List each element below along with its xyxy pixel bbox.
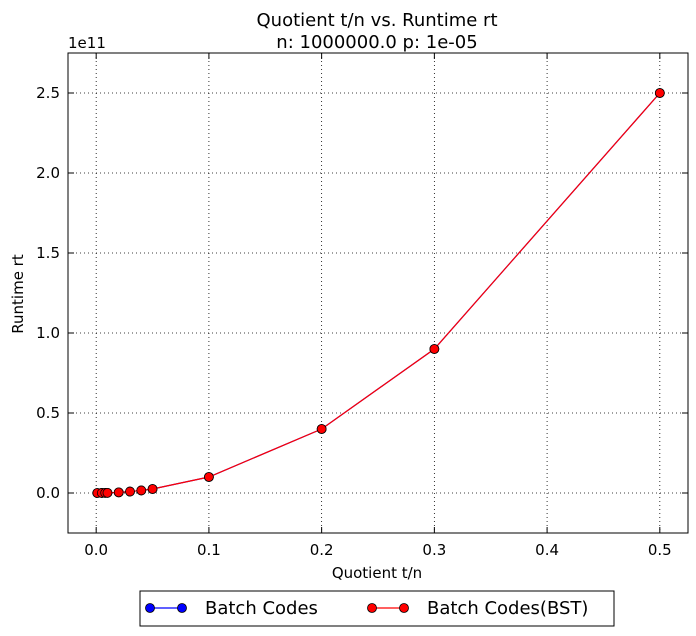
legend: Batch Codes Batch Codes(BST) [139, 590, 615, 627]
series-2-point [204, 472, 214, 482]
series-2-point [125, 486, 135, 497]
series-2-point [147, 484, 158, 494]
y-tick-label: 0.5 [36, 404, 60, 422]
series-2-point [316, 424, 327, 434]
x-tick-label: 0.5 [648, 541, 672, 559]
series-2-point [429, 344, 440, 354]
y-axis-label: Runtime rt [9, 254, 27, 334]
axes-frame [67, 52, 689, 534]
chart-subtitle: n: 1000000.0 p: 1e-05 [276, 32, 477, 53]
series-2-point [136, 485, 147, 496]
series-2-point [654, 88, 665, 98]
y-tick-label: 1.5 [36, 244, 60, 262]
chart-title: Quotient t/n vs. Runtime rt [257, 10, 498, 31]
plot-area: 0.0 0.1 0.2 0.3 0.4 0.5 0.0 0.5 1.0 1.5 2.0 2.5 [36, 52, 689, 559]
x-tick-label: 0.0 [84, 541, 108, 559]
x-tick-label: 0.4 [535, 541, 559, 559]
x-axis-label: Quotient t/n [332, 564, 422, 582]
x-tick-label: 0.3 [422, 541, 446, 559]
legend-marker-1 [177, 603, 187, 613]
series-2-point [113, 487, 124, 498]
legend-marker-2 [399, 603, 409, 613]
series-2-point [102, 487, 113, 498]
legend-marker-1 [145, 603, 155, 613]
legend-label-1: Batch Codes [205, 598, 318, 619]
y-tick-label: 2.0 [36, 164, 60, 182]
y-axis-offset-label: 1e11 [68, 34, 106, 52]
y-tick-label: 2.5 [36, 84, 60, 102]
x-tick-label: 0.1 [197, 541, 221, 559]
legend-marker-2 [367, 603, 377, 613]
y-tick-label: 0.0 [36, 484, 60, 502]
legend-label-2: Batch Codes(BST) [427, 598, 588, 619]
y-tick-label: 1.0 [36, 324, 60, 342]
x-tick-label: 0.2 [310, 541, 334, 559]
